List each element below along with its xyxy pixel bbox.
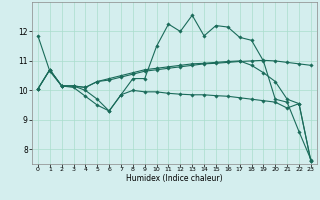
X-axis label: Humidex (Indice chaleur): Humidex (Indice chaleur) [126, 174, 223, 183]
